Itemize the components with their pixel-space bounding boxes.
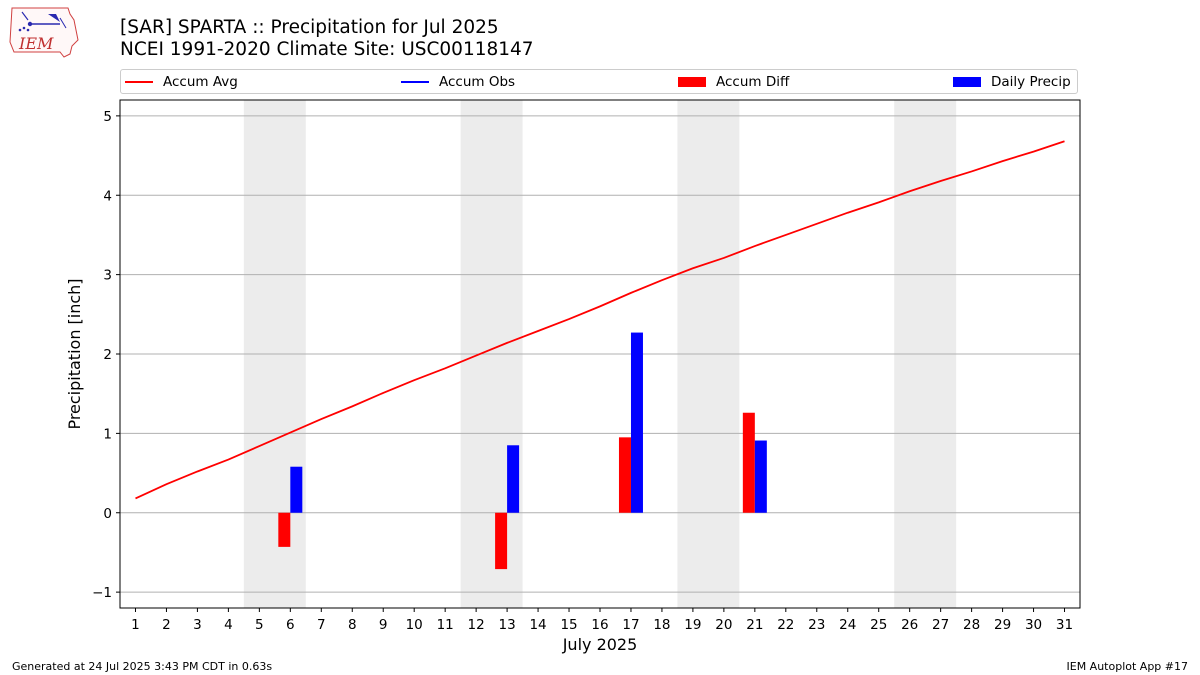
- x-tick-label: 16: [591, 617, 608, 633]
- x-tick-label: 15: [560, 617, 577, 633]
- x-tick-label: 3: [193, 617, 202, 633]
- x-tick-label: 23: [808, 617, 825, 633]
- x-tick-label: 4: [224, 617, 233, 633]
- x-tick-label: 17: [622, 617, 639, 633]
- accum-diff-bar: [495, 512, 508, 570]
- x-tick-label: 24: [839, 617, 856, 633]
- daily-precip-bar: [290, 466, 303, 513]
- y-axis-label: Precipitation [inch]: [65, 278, 84, 429]
- daily-precip-bar: [507, 445, 520, 513]
- legend-label-accum-diff: Accum Diff: [716, 73, 790, 90]
- x-tick-label: 5: [255, 617, 264, 633]
- y-tick-label: −1: [92, 585, 112, 601]
- legend-entry-accum-avg: Accum Avg: [125, 70, 238, 93]
- accum-diff-bar: [742, 412, 755, 513]
- x-tick-label: 6: [286, 617, 295, 633]
- legend-entry-accum-diff: Accum Diff: [678, 70, 789, 93]
- y-tick-label: 1: [103, 426, 112, 442]
- x-tick-label: 12: [468, 617, 485, 633]
- y-tick-label: 0: [103, 506, 112, 522]
- legend-swatch-accum-avg: [125, 80, 153, 83]
- x-tick-label: 13: [499, 617, 516, 633]
- x-tick-label: 31: [1056, 617, 1073, 633]
- legend-entry-accum-obs: Accum Obs: [401, 70, 515, 93]
- daily-precip-bar: [630, 332, 643, 513]
- x-tick-label: 21: [746, 617, 763, 633]
- legend: Accum Avg Accum Obs Accum Diff Daily Pre…: [120, 69, 1078, 94]
- chart-subtitle: NCEI 1991-2020 Climate Site: USC00118147: [120, 39, 534, 60]
- y-tick-label: 2: [103, 347, 112, 363]
- legend-label-accum-obs: Accum Obs: [439, 73, 516, 90]
- accum-diff-bar: [278, 512, 291, 547]
- x-tick-label: 22: [777, 617, 794, 633]
- accum-diff-bar: [618, 437, 631, 513]
- legend-swatch-accum-obs: [401, 80, 429, 83]
- x-tick-label: 11: [437, 617, 454, 633]
- x-tick-label: 20: [715, 617, 732, 633]
- plot-frame: [119, 99, 1081, 609]
- x-tick-label: 30: [1025, 617, 1042, 633]
- legend-swatch-daily-precip: [953, 76, 981, 87]
- x-tick-label: 7: [317, 617, 326, 633]
- accum-avg-line: [135, 140, 1065, 500]
- x-tick-label: 25: [870, 617, 887, 633]
- x-tick-label: 29: [994, 617, 1011, 633]
- x-tick-label: 8: [348, 617, 357, 633]
- generated-footer: Generated at 24 Jul 2025 3:43 PM CDT in …: [12, 660, 273, 673]
- legend-swatch-accum-diff: [678, 76, 706, 87]
- x-tick-label: 27: [932, 617, 949, 633]
- x-tick-label: 9: [379, 617, 388, 633]
- legend-entry-daily-precip: Daily Precip: [953, 70, 1071, 93]
- y-tick-label: 3: [103, 268, 112, 284]
- x-tick-label: 19: [684, 617, 701, 633]
- y-tick-label: 5: [103, 109, 112, 125]
- legend-label-accum-avg: Accum Avg: [163, 73, 238, 90]
- chart-title: [SAR] SPARTA :: Precipitation for Jul 20…: [120, 17, 499, 38]
- x-tick-label: 26: [901, 617, 918, 633]
- x-tick-label: 1: [131, 617, 140, 633]
- x-tick-label: 18: [653, 617, 670, 633]
- x-tick-label: 10: [406, 617, 423, 633]
- daily-precip-bar: [754, 440, 767, 513]
- y-tick-label: 4: [103, 188, 112, 204]
- x-tick-label: 14: [529, 617, 546, 633]
- app-footer: IEM Autoplot App #17: [1066, 660, 1189, 673]
- logo-text: IEM: [18, 34, 54, 53]
- legend-label-daily-precip: Daily Precip: [991, 73, 1071, 90]
- x-axis-label: July 2025: [562, 635, 638, 654]
- iem-logo: IEM: [9, 7, 79, 58]
- x-tick-label: 28: [963, 617, 980, 633]
- x-tick-label: 2: [162, 617, 171, 633]
